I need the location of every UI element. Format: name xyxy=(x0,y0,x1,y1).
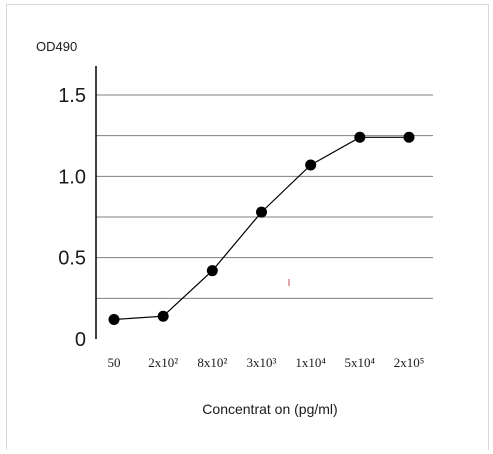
x-tick-label: 2x10² xyxy=(148,355,178,370)
x-tick-label: 8x10² xyxy=(197,355,227,370)
x-tick-label: 2x10⁵ xyxy=(394,355,425,370)
data-point xyxy=(403,131,415,143)
y-axis-label: OD490 xyxy=(36,39,77,54)
data-point xyxy=(206,265,218,277)
y-tick-label: 1.5 xyxy=(58,85,86,107)
data-point xyxy=(354,131,366,143)
data-point xyxy=(256,206,267,218)
series-line xyxy=(113,136,409,321)
data-point xyxy=(305,159,317,171)
x-tick-label: 50 xyxy=(108,355,121,370)
y-tick-label: 0.5 xyxy=(58,248,86,270)
data-point xyxy=(157,310,169,322)
data-points xyxy=(108,131,415,325)
y-tick-label: 0 xyxy=(75,329,86,351)
x-tick-label: 1x10⁴ xyxy=(295,355,326,370)
x-tick-label: 3x10³ xyxy=(247,355,277,370)
y-tick-label: 1.0 xyxy=(58,166,86,188)
x-axis-label: Concentrat on (pg/ml) xyxy=(202,401,337,417)
gridlines xyxy=(96,94,433,299)
x-tick-labels: 50 2x10² 8x10² 3x10³ 1x10⁴ 5x10⁴ 2x10⁵ xyxy=(108,355,425,370)
x-tick-label: 5x10⁴ xyxy=(345,355,376,370)
data-point xyxy=(108,313,120,325)
y-tick-labels: 0 0.5 1.0 1.5 xyxy=(58,85,86,351)
chart-frame xyxy=(6,4,489,450)
